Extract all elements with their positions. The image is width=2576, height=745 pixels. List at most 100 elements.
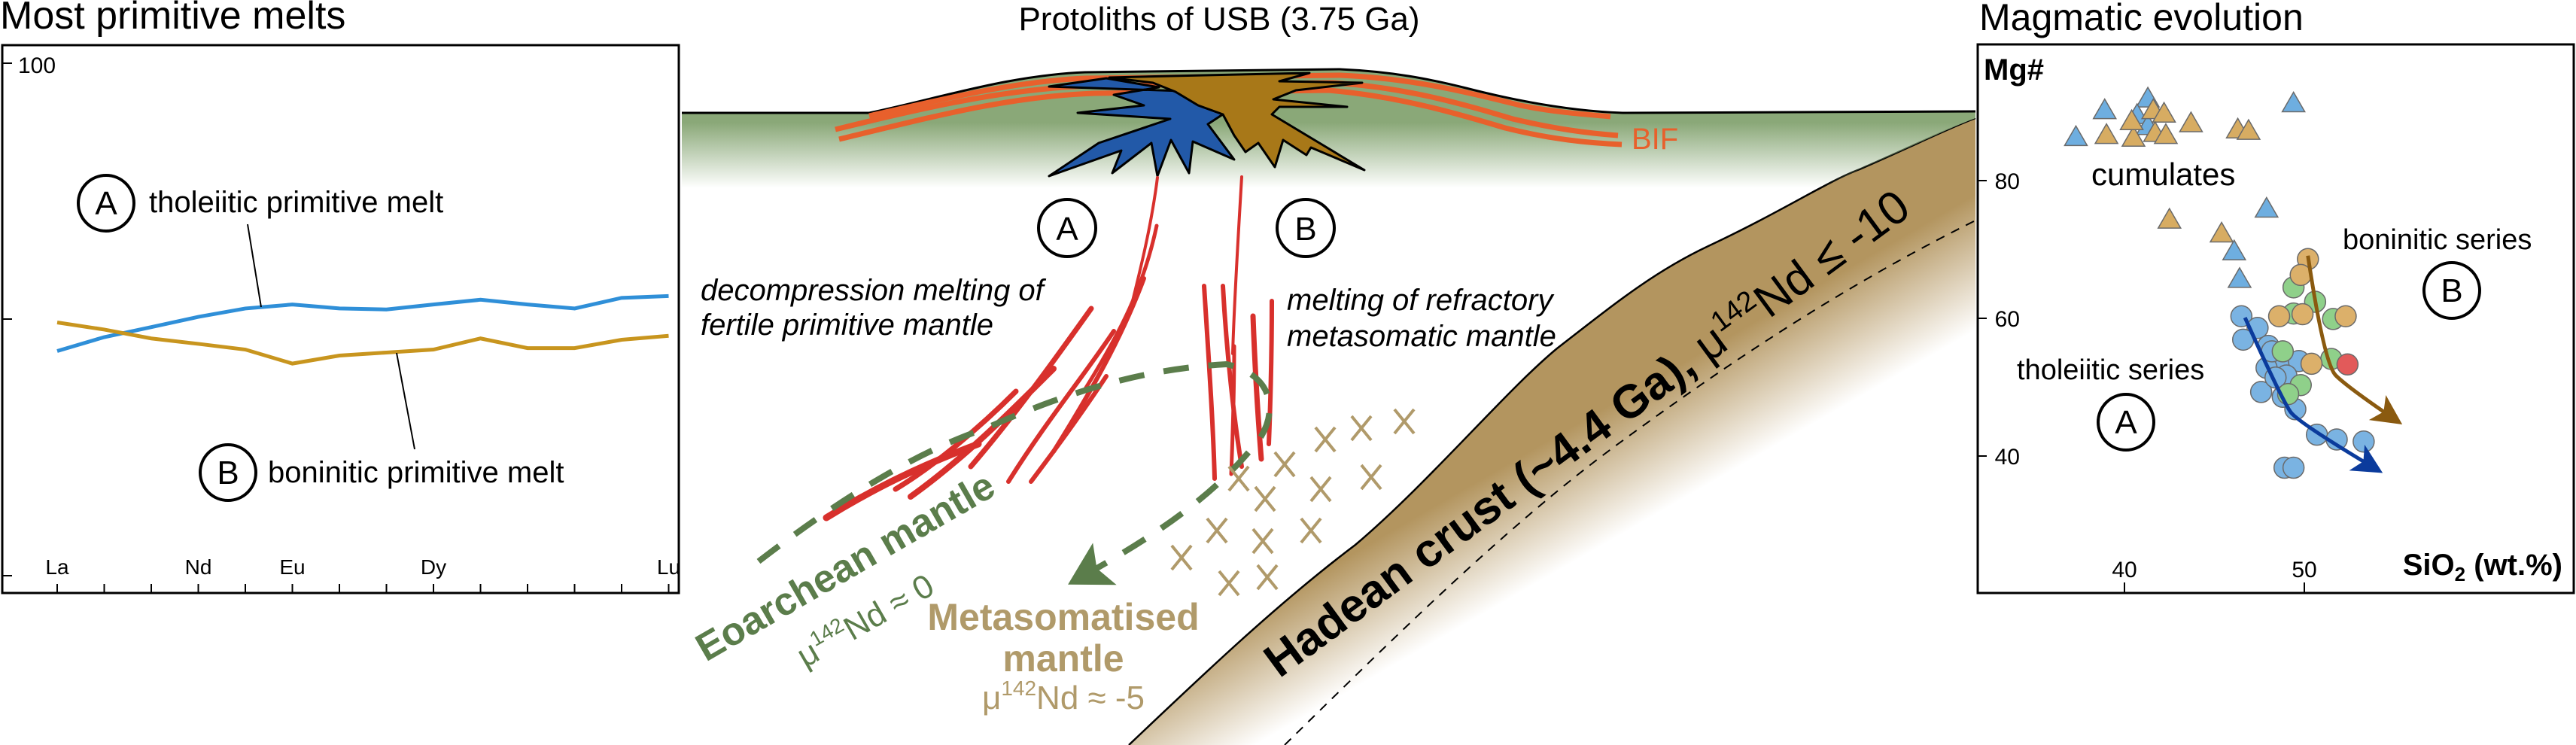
tholeiitic-magma-body	[1048, 77, 1236, 178]
left-label-a: A	[77, 174, 135, 233]
metasomatised-label-2: mantle	[1002, 637, 1124, 680]
triangle-point	[2092, 98, 2118, 120]
upper-crust-layer	[682, 69, 1975, 188]
boninitic-trend-arrow	[2306, 255, 2403, 425]
y-axis-label: Mg#	[1984, 53, 2044, 87]
hadean-crust-slab	[1129, 118, 1975, 745]
circle-point	[2282, 456, 2305, 479]
right-title: Magmatic evolution	[1979, 0, 2304, 38]
cross-mark	[1252, 528, 1274, 555]
cross-mark	[1227, 465, 1250, 492]
cross-mark	[1300, 517, 1322, 544]
center-title: Protoliths of USB (3.75 Ga)	[1018, 1, 1419, 38]
x-tick-label: 50	[2292, 558, 2316, 582]
left-title: Most primitive melts	[0, 0, 345, 38]
x-tick-label: Dy	[421, 555, 446, 579]
bif-layers	[835, 72, 1623, 147]
triangle-point	[2153, 123, 2179, 144]
circle-point	[2352, 430, 2375, 453]
x-tick-label: La	[45, 555, 69, 579]
boninitic-magma-body	[1108, 71, 1366, 172]
cumulates-label: cumulates	[2091, 157, 2235, 192]
triangle-point	[2064, 124, 2088, 147]
center-label-a: A	[1037, 198, 1097, 258]
cross-mark	[1256, 564, 1279, 591]
right-label-a: A	[2097, 393, 2155, 452]
x-tick-label: Lu	[657, 555, 680, 579]
cross-mark	[1393, 408, 1416, 435]
svg-text:A: A	[1056, 211, 1078, 248]
x-tick-label: 40	[2112, 558, 2137, 582]
cross-mark	[1309, 476, 1332, 503]
svg-text:B: B	[217, 455, 239, 491]
text-refractory-melting-1: melting of refractory	[1287, 284, 1555, 317]
tholeiitic-series-label: tholeiitic series	[2017, 354, 2204, 386]
cross-mark	[1218, 570, 1240, 597]
triangle-point	[2119, 108, 2144, 131]
triangle-point	[2209, 220, 2234, 243]
metasomatised-label-1: Metasomatised	[927, 596, 1199, 638]
circle-point	[2249, 381, 2273, 403]
x-axis-label: SiO2 (wt.%)	[2403, 549, 2562, 585]
eoarchean-mantle-flow-arrow	[756, 360, 1273, 585]
svg-text:B: B	[2441, 272, 2462, 309]
cross-mark	[1350, 415, 1373, 442]
y-tick-label-100: 100	[18, 53, 56, 78]
boninitic-melt-label: boninitic primitive melt	[268, 456, 564, 489]
triangle-point	[2152, 101, 2176, 123]
cross-mark	[1314, 426, 1337, 453]
y-tick-label: 80	[1995, 169, 2020, 194]
tholeiitic-melt-line	[56, 293, 669, 353]
y-tick-label: 60	[1995, 307, 2020, 332]
eoarchean-mantle-label: Eoarchean mantle	[689, 464, 1002, 670]
left-plot-frame	[1, 44, 680, 594]
text-refractory-melting-2: metasomatic mantle	[1287, 320, 1556, 353]
triangle-point	[2179, 111, 2203, 132]
metasomatised-mu-label: μ142Nd ≈ -5	[982, 677, 1145, 716]
cross-mark	[1360, 464, 1382, 491]
left-panel: Most primitive melts 100 La Nd Eu Dy Lu A th…	[0, 0, 680, 594]
svg-text:A: A	[2115, 404, 2137, 441]
svg-text:B: B	[1294, 211, 1316, 248]
circle-point	[2334, 305, 2357, 328]
circle-point	[2336, 353, 2359, 376]
triangle-point	[2222, 239, 2247, 260]
y-tick-label: 40	[1995, 445, 2020, 470]
tholeiitic-trend-arrow	[2243, 317, 2383, 473]
metasomatic-crosses	[1170, 408, 1416, 597]
triangle-point	[2157, 207, 2182, 229]
hadean-crust-dashed-line	[1284, 220, 1976, 745]
text-decompression-melting-2: fertile primitive mantle	[701, 309, 993, 342]
triangle-point	[2121, 125, 2146, 147]
circle-point	[2300, 352, 2323, 376]
melt-streaks-a	[823, 176, 1159, 522]
circle-point	[2271, 340, 2295, 363]
svg-text:Eoarchean mantle: Eoarchean mantle	[689, 464, 1002, 670]
boninitic-melt-line	[56, 321, 669, 366]
svg-text:A: A	[95, 185, 117, 222]
triangle-point	[2094, 123, 2119, 144]
triangle-point	[2236, 118, 2261, 140]
cross-mark	[1273, 451, 1296, 478]
leader-line-a	[247, 224, 262, 308]
triangle-point	[2254, 196, 2279, 218]
tholeiitic-melt-label: tholeiitic primitive melt	[149, 186, 443, 219]
cross-mark	[1206, 517, 1228, 544]
bif-label: BIF	[1632, 123, 1678, 156]
x-tick-label: Nd	[185, 555, 212, 579]
protolith-diagram: Protoliths of USB (3.75 Ga) BIF	[682, 1, 1976, 745]
cross-mark	[1254, 485, 1276, 512]
cross-mark	[1170, 544, 1193, 571]
leader-line-b	[396, 352, 415, 450]
right-panel: Magmatic evolution Mg# SiO2 (wt.%) 40 50 4…	[1976, 0, 2575, 594]
center-label-b: B	[1276, 198, 1336, 258]
surface-line	[682, 68, 1976, 114]
triangle-point	[2281, 91, 2306, 113]
left-label-b: B	[199, 443, 257, 502]
circle-point	[2291, 303, 2314, 326]
triangle-point	[2227, 266, 2252, 288]
melt-streaks-b	[1202, 175, 1274, 481]
boninitic-series-label: boninitic series	[2343, 224, 2532, 256]
right-label-b: B	[2422, 261, 2481, 320]
